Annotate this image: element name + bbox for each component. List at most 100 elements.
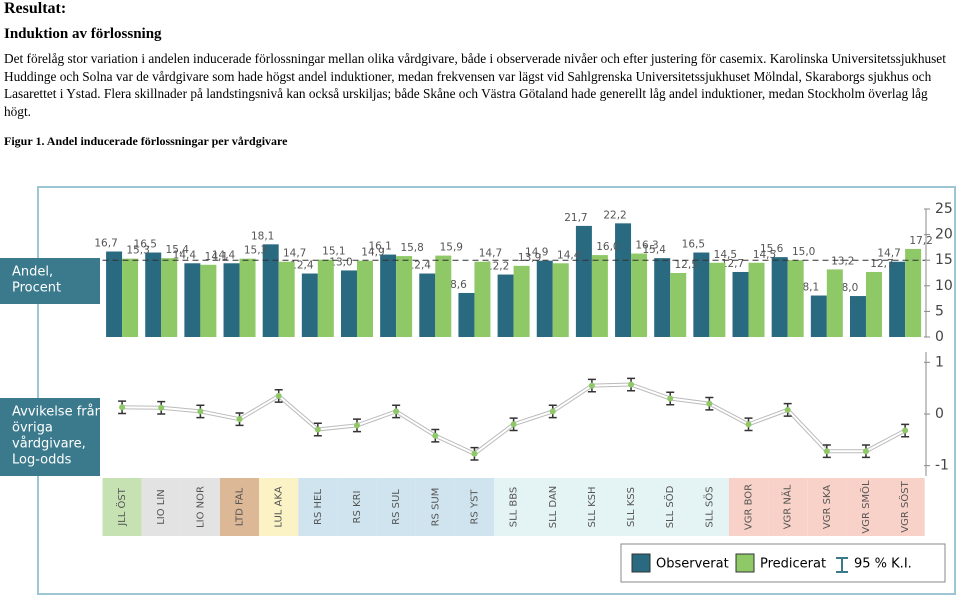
bar [122,258,139,337]
caption: Figur 1. Andel inducerade förlossningar … [4,134,288,148]
y-tick-label: 15 [935,252,953,268]
value-label: 12,7 [870,258,893,270]
panel-label: Andel, [12,265,53,280]
point [862,448,869,455]
point [471,450,478,457]
value-label: 15,4 [643,244,667,256]
point [119,404,126,411]
x-tick-label: RS HEL [313,489,324,525]
bar [615,223,632,337]
legend-box [620,543,946,583]
bar [301,273,318,337]
panel-label: Procent [12,281,61,296]
category-cell [728,478,769,536]
panel-label: vårdgivare, [12,437,86,452]
x-tick-label: VGR NÄL [781,484,794,529]
value-label: 15,3 [244,245,267,257]
category-cell [689,478,729,536]
panel-label: Avvikelse från [12,405,103,420]
x-tick-label: VGR SKA [822,485,833,529]
category-cell [102,478,142,536]
value-label: 16,1 [368,241,391,253]
category-cell [180,478,220,536]
x-tick-label: RS YST [469,489,480,525]
panel-label: övriga [12,421,53,436]
x-tick-label: VGR SÖST [898,480,911,532]
value-label: 12,4 [290,260,314,272]
bar [905,248,922,337]
bar [575,225,592,337]
point [549,408,556,415]
value-label: 14,7 [877,248,900,260]
bar [239,258,256,337]
y-tick-label: 25 [935,201,953,217]
legend-label: Predicerat [760,557,826,572]
bar [317,259,334,337]
legend-swatch [631,553,651,573]
point [353,422,360,429]
value-label: 16,3 [635,240,658,252]
point [784,406,791,413]
category-cell [533,478,573,536]
category-cell [768,478,808,536]
point [667,395,674,402]
bar [536,260,553,337]
value-label: 15,8 [400,242,423,254]
category-cell [885,478,925,536]
bar [223,263,240,337]
bar [106,251,123,337]
x-tick-label: RS SUM [430,488,441,527]
category-cell [494,478,534,536]
point [275,392,282,399]
x-tick-label: LIO NOR [195,486,206,528]
x-tick-label: LTD FAL [235,487,246,526]
category-cell [807,478,847,536]
value-label: 14,7 [479,248,502,260]
bar [356,260,373,337]
panel-label: Log-odds [12,453,72,468]
bar [748,262,765,337]
panel-label-box [0,258,100,304]
x-tick-label: SLL SÖD [663,485,676,528]
value-label: 14,7 [283,248,306,260]
bar [787,260,804,337]
y-tick-label: 1 [935,354,944,370]
bar [419,273,436,337]
category-cell [572,478,612,536]
bar [435,255,452,337]
legend-swatch [735,553,755,573]
y-tick-label: 0 [935,406,944,422]
y-tick-label: 5 [935,303,944,319]
paragraph: Det förelåg stor variation i andelen ind… [4,51,946,119]
bar [161,258,178,337]
category-cell [376,478,416,536]
category-cell [454,478,495,536]
value-label: 15,4 [166,244,190,256]
bar [732,271,749,337]
x-tick-label: SLL SÖS [702,486,715,527]
point [628,381,635,388]
x-tick-label: SLL KSH [587,486,598,527]
bar [497,274,514,337]
value-label: 16,5 [134,239,157,251]
value-label: 14,5 [714,249,737,261]
x-tick-label: VGR BOR [744,484,755,530]
value-label: 8,1 [802,282,819,294]
point [236,416,243,423]
bar [380,254,397,337]
bar [278,261,295,337]
point [823,448,830,455]
point [314,426,321,433]
point [706,400,713,407]
value-label: 15,6 [760,243,784,255]
point [158,404,165,411]
x-tick-label: SLL KSS [626,487,637,527]
bar [693,252,710,337]
bar [396,256,413,337]
value-label: 16,0 [596,241,619,253]
value-label: 13,0 [329,256,352,268]
chart-frame [37,186,956,595]
legend-label: 95 % K.I. [854,557,912,572]
value-label: 17,2 [909,235,932,247]
